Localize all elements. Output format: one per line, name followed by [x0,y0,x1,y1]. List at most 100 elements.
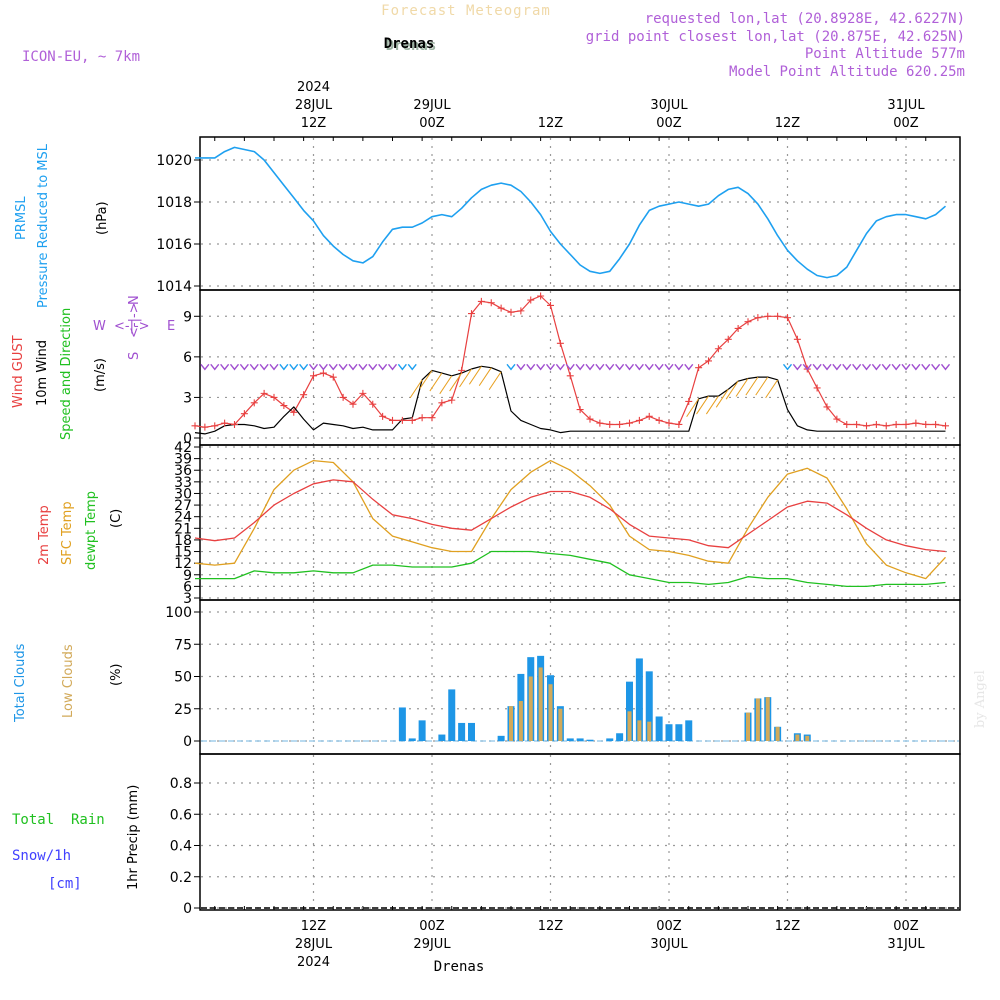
compass-arrows: <-|-> [114,319,150,334]
compass-s: S [127,352,142,360]
panel-frame-2 [199,444,961,601]
cloud-unit: (%) [109,664,124,687]
gust-marker [784,314,791,322]
bottom-time-label: 00Z [419,919,445,934]
low-cloud-bar [509,706,513,741]
clouds-panel: 0 25 50 75 100 [165,599,961,755]
gust-marker [576,406,584,414]
compass-line: <-|-> [127,302,142,338]
wind-direction-arrow [575,363,585,371]
wind-direction-barb [419,370,433,389]
total-cloud-bar [685,720,693,741]
low-cloud-bar [548,684,553,741]
wind-direction-arrow [832,363,842,371]
y-tick-label: 1020 [156,153,192,169]
wind-direction-arrow [881,363,891,371]
compass-rose: N <-|-> S W <-|-> E [93,295,175,360]
top-time-label: 00Z [419,116,445,131]
gust-marker [260,389,268,397]
y-tick-label: 3 [183,591,192,607]
wind-direction-arrow [387,363,398,371]
gust-marker [329,373,337,381]
wind-direction-arrow [822,363,832,371]
gust-marker [497,304,505,312]
wind-direction-barb [765,379,779,399]
top-time-label: 12Z [301,116,327,131]
wind-direction-barb [725,380,739,400]
wind-direction-barb [715,389,729,408]
y-tick-label: 9 [183,309,192,325]
legend-total-rain: Total Rain [12,812,105,828]
top-time-label: 12Z [538,116,564,131]
temp-unit: (C) [109,509,124,528]
legend-sfc-temp: SFC Temp [60,501,75,565]
wind-direction-barb [755,376,769,396]
gust-marker [793,335,801,343]
gust-marker [211,422,219,430]
wind-direction-barb [459,368,472,388]
gust-marker [507,308,515,316]
wind-direction-arrow [565,363,575,371]
legend-snow-unit: [cm] [48,876,82,892]
gust-marker [458,366,466,374]
legend-gust: Wind GUST [11,335,26,408]
bottom-time-label: 00Z [656,919,682,934]
precip-panel: 0 0.2 0.4 0.6 0.8 [170,753,961,917]
wind-direction-arrow [802,363,812,371]
top-time-label: 30JUL [650,98,688,113]
y-tick-label: 50 [174,670,192,686]
wind-direction-arrow [210,363,220,371]
top-time-axis: 2024 28JUL 12Z 29JUL 00Z 12Z 30JUL 00Z 12Z 31JUL 0… [214,80,927,141]
gust-marker [270,393,278,401]
gust-marker [428,414,436,422]
wind-direction-arrow [397,363,407,371]
total-cloud-bar [566,738,574,741]
bottom-time-label: 2024 [297,955,330,970]
legend-low-clouds: Low Clouds [61,644,76,718]
wind-direction-arrow [852,363,862,371]
wind-direction-arrow [259,363,269,371]
total-cloud-bar [626,681,633,741]
wind-direction-arrow [545,363,556,371]
total-cloud-bar [645,671,653,741]
total-cloud-bar [458,722,466,741]
wind-direction-arrow [615,363,625,371]
y-tick-label: 9 [183,568,192,584]
top-time-label: 2024 [297,80,330,95]
gust-marker [359,389,367,397]
total-cloud-bar [616,733,624,741]
gust-marker [744,318,752,326]
wind-legend: Wind GUST 10m Wind Speed and Direction (… [11,295,175,440]
y-tick-label: 30 [174,486,192,502]
gust-marker [892,420,900,428]
legend-prmsl: PRMSL [14,196,29,240]
y-tick-label: 1016 [156,237,192,253]
y-tick-label: 6 [183,350,192,366]
gridpoint-coords: grid point closest lon,lat (20.875E, 42.… [586,29,965,45]
legend-total-clouds: Total Clouds [13,643,28,723]
low-cloud-bar [558,708,563,741]
wind-direction-barb [745,376,759,396]
wind-direction-barb [705,395,719,415]
total-cloud-bar [576,738,584,741]
y-tick-label: 39 [174,452,192,468]
wind-direction-arrow [279,363,289,371]
wind-direction-arrow [526,363,536,371]
footer-location: Drenas [434,959,485,975]
legend-2m-temp: 2m Temp [37,505,52,565]
total-cloud-bar [398,707,406,741]
wind-direction-barb [696,395,709,415]
y-tick-label: 33 [174,475,192,491]
temp-2m-series [194,479,946,553]
y-tick-label: 0.2 [170,870,192,886]
bottom-time-label: 29JUL [413,937,451,952]
wind-direction-arrow [901,363,911,371]
wind-direction-arrow [506,363,516,371]
gust-marker [863,422,870,430]
gust-marker [616,420,624,428]
y-tick-label: 27 [174,498,192,514]
total-cloud-bar [675,724,683,741]
model-altitude: Model Point Altitude 620.25m [729,64,965,80]
total-cloud-bar [665,724,673,741]
